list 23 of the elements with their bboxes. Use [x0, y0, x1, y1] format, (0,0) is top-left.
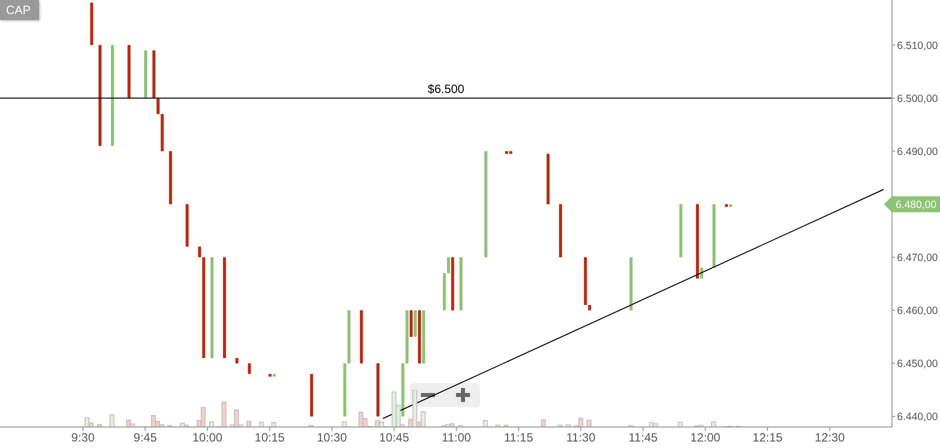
- x-tick-label: 11:15: [504, 430, 534, 445]
- x-tick-label: 9:45: [134, 430, 158, 445]
- x-tick-label: 10:15: [254, 430, 286, 445]
- y-tick-label: 6.470,00: [897, 252, 938, 264]
- x-tick-label: 12:30: [814, 430, 846, 445]
- chart-title: CAP: [0, 0, 39, 20]
- ref-line-label: $6.500: [428, 82, 465, 96]
- x-tick-label: 11:30: [566, 430, 596, 445]
- y-tick-label: 6.500,00: [897, 92, 938, 105]
- y-tick-label: 6.460,00: [897, 305, 938, 318]
- y-tick-label: 6.490,00: [897, 146, 938, 158]
- y-tick-label: 6.450,00: [897, 358, 938, 370]
- x-tick-label: 11:45: [628, 430, 658, 445]
- x-tick-label: 11:00: [442, 430, 472, 445]
- x-tick-label: 10:30: [316, 430, 348, 445]
- x-tick-label: 12:00: [690, 430, 721, 445]
- x-tick-label: 10:45: [379, 430, 410, 445]
- x-tick-label: 10:00: [192, 430, 223, 445]
- y-tick-label: 6.440,00: [897, 411, 938, 424]
- x-tick-label: 12:15: [752, 430, 783, 445]
- x-tick-label: 9:30: [71, 430, 95, 445]
- y-tick-label: 6.510,00: [897, 40, 938, 52]
- text: 6.480,00: [896, 199, 937, 212]
